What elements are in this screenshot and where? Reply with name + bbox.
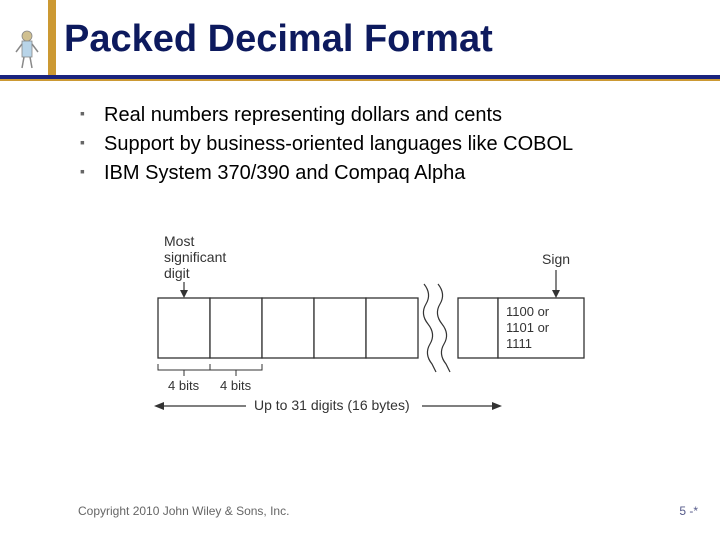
bullet-item: Real numbers representing dollars and ce… xyxy=(80,102,640,129)
sign-value-1: 1101 or xyxy=(506,320,550,335)
copyright-text: Copyright 2010 John Wiley & Sons, Inc. xyxy=(78,504,289,518)
bullet-list: Real numbers representing dollars and ce… xyxy=(80,102,640,189)
msd-label-line3: digit xyxy=(164,265,190,281)
break-marker xyxy=(423,284,450,372)
total-width-label: Up to 31 digits (16 bytes) xyxy=(254,397,410,413)
sign-value-2: 1111 xyxy=(506,336,532,351)
bullet-item: Support by business-oriented languages l… xyxy=(80,131,640,158)
sign-label: Sign xyxy=(542,251,570,267)
msd-label-line2: significant xyxy=(164,249,226,265)
msd-label-line1: Most xyxy=(164,236,194,249)
slide-title: Packed Decimal Format xyxy=(64,18,493,61)
title-underline-light xyxy=(0,79,720,81)
digit-cells xyxy=(158,298,418,358)
page-number: 5 -* xyxy=(679,504,698,518)
mascot-icon xyxy=(12,28,42,70)
bullet-item: IBM System 370/390 and Compaq Alpha xyxy=(80,160,640,187)
bits-label-1: 4 bits xyxy=(168,378,200,393)
accent-vertical-bar xyxy=(48,0,56,75)
packed-decimal-diagram: Most significant digit Sign 1100 or 1101… xyxy=(124,236,614,426)
bits-label-2: 4 bits xyxy=(220,378,252,393)
sign-value-0: 1100 or xyxy=(506,304,550,319)
